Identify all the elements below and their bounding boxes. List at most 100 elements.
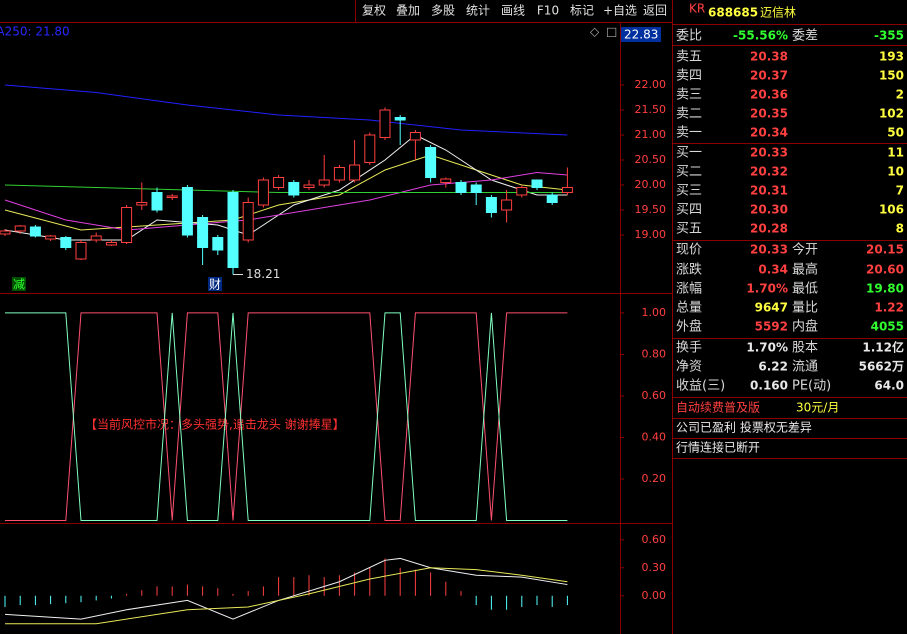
toolbar-button[interactable]: 统计 <box>466 4 490 18</box>
candle-body <box>425 147 437 178</box>
quote-value: 4055 <box>871 320 904 334</box>
quote-value: 19.80 <box>866 282 904 296</box>
y-tick-label: 20.50 <box>635 153 667 166</box>
quote-value: 20.32 <box>750 165 788 179</box>
y-tick-label: 0.40 <box>642 430 667 443</box>
candle-body <box>455 182 467 193</box>
signal-line <box>5 312 568 522</box>
low-note: 18.21 <box>246 267 280 281</box>
notice[interactable]: 自动续费普及版 <box>676 401 760 415</box>
quote-value: 5662万 <box>859 360 904 374</box>
quote-label: 委比 <box>676 29 702 44</box>
quote-label: 今开 <box>792 242 818 258</box>
candle-body <box>409 132 421 141</box>
quote-value: 1.70% <box>746 341 788 355</box>
toolbar-button[interactable]: 画线 <box>501 4 525 18</box>
quote-label: 卖三 <box>676 88 702 103</box>
quote-value: -55.56% <box>733 29 788 43</box>
candle-body <box>197 217 209 248</box>
quote-label: PE(动) <box>792 379 831 394</box>
y-tick-label: 0.00 <box>642 589 667 602</box>
toolbar-button[interactable]: 标记 <box>570 4 594 18</box>
candle-body <box>121 207 133 243</box>
quote-label: 卖五 <box>676 50 702 65</box>
y-tick-label: 22.00 <box>635 78 667 91</box>
quote-label: 股本 <box>792 341 818 356</box>
quote-label: 总量 <box>676 301 702 316</box>
toolbar-button[interactable]: +自选 <box>603 4 637 18</box>
quote-value: 20.37 <box>750 69 788 83</box>
quote-label: 卖二 <box>676 107 702 122</box>
market-note: 【当前风控市况：多头强势,追击龙头 谢谢捧星】 <box>85 417 345 432</box>
quote-value: 20.15 <box>866 243 904 257</box>
moving-average <box>4 184 568 193</box>
candle-body <box>516 187 528 196</box>
candle-body <box>151 192 163 211</box>
market: KR <box>689 2 705 16</box>
stock-code: 688685 <box>708 6 758 20</box>
icon[interactable]: ◇ <box>590 25 600 39</box>
quote-value: 102 <box>879 107 904 121</box>
toolbar-button[interactable]: 叠加 <box>396 4 420 18</box>
candle-body <box>394 117 406 121</box>
notice[interactable]: 行情连接已断开 <box>676 440 760 455</box>
toolbar-button[interactable]: 返回 <box>643 4 667 18</box>
candle-body <box>273 177 285 188</box>
candle-body <box>531 179 543 188</box>
quote-value: 1.22 <box>874 301 904 315</box>
quote-value: 0.34 <box>758 263 788 277</box>
candle-body <box>105 242 117 246</box>
candle-body <box>29 226 41 237</box>
quote-label: 涨幅 <box>676 282 702 297</box>
candle-body <box>379 109 391 138</box>
candle-body <box>364 134 376 163</box>
quote-label: 买二 <box>676 165 702 180</box>
candle-body <box>288 182 300 196</box>
notice[interactable]: 公司已盈利 投票权无差异 <box>676 420 812 435</box>
quote-value: 8 <box>896 222 904 236</box>
candle-body <box>485 197 497 213</box>
candle-body <box>561 187 573 193</box>
quote-label: 最低 <box>792 282 818 297</box>
stock-name: 迈信林 <box>760 6 796 20</box>
icon[interactable]: □ <box>606 25 617 39</box>
y-tick-label: 19.00 <box>635 228 667 241</box>
quote-label: 流通 <box>792 360 818 375</box>
macd-line <box>4 557 568 620</box>
toolbar-button[interactable]: 复权 <box>362 4 386 18</box>
price-tag: 22.83 <box>624 28 658 42</box>
candle-body <box>333 167 345 181</box>
quote-value: 193 <box>879 50 904 64</box>
quote-value: 50 <box>887 126 904 140</box>
quote-value: 20.38 <box>750 50 788 64</box>
quote-label: 涨跌 <box>676 262 702 278</box>
notice-price[interactable]: 30元/月 <box>796 401 839 415</box>
price-tag-bg <box>621 27 661 42</box>
y-tick-label: 0.20 <box>642 472 667 485</box>
quote-value: 11 <box>887 146 904 160</box>
candle-body <box>212 237 224 251</box>
ma-label: MA250: 21.80 <box>0 25 70 39</box>
y-tick-label: 19.50 <box>635 203 667 216</box>
quote-label: 买四 <box>676 203 702 218</box>
quote-label: 买三 <box>676 184 702 199</box>
candle-body <box>60 237 72 248</box>
toolbar-button[interactable]: 多股 <box>431 4 455 18</box>
quote-label: 委差 <box>792 29 818 44</box>
candle-body <box>470 184 482 193</box>
quote-label: 净资 <box>676 360 702 375</box>
quote-value: 20.31 <box>750 184 788 198</box>
quote-value: 20.35 <box>750 107 788 121</box>
quote-label: 现价 <box>676 243 702 258</box>
y-tick-label: 0.60 <box>642 533 667 546</box>
quote-label: 买一 <box>676 146 702 161</box>
candle-body <box>136 202 148 206</box>
toolbar-button[interactable]: F10 <box>537 4 559 18</box>
badge-bg <box>208 277 222 291</box>
moving-average <box>4 84 568 136</box>
y-tick-label: 21.50 <box>635 103 667 116</box>
quote-value: 10 <box>887 165 904 179</box>
quote-value: 9647 <box>755 301 788 315</box>
